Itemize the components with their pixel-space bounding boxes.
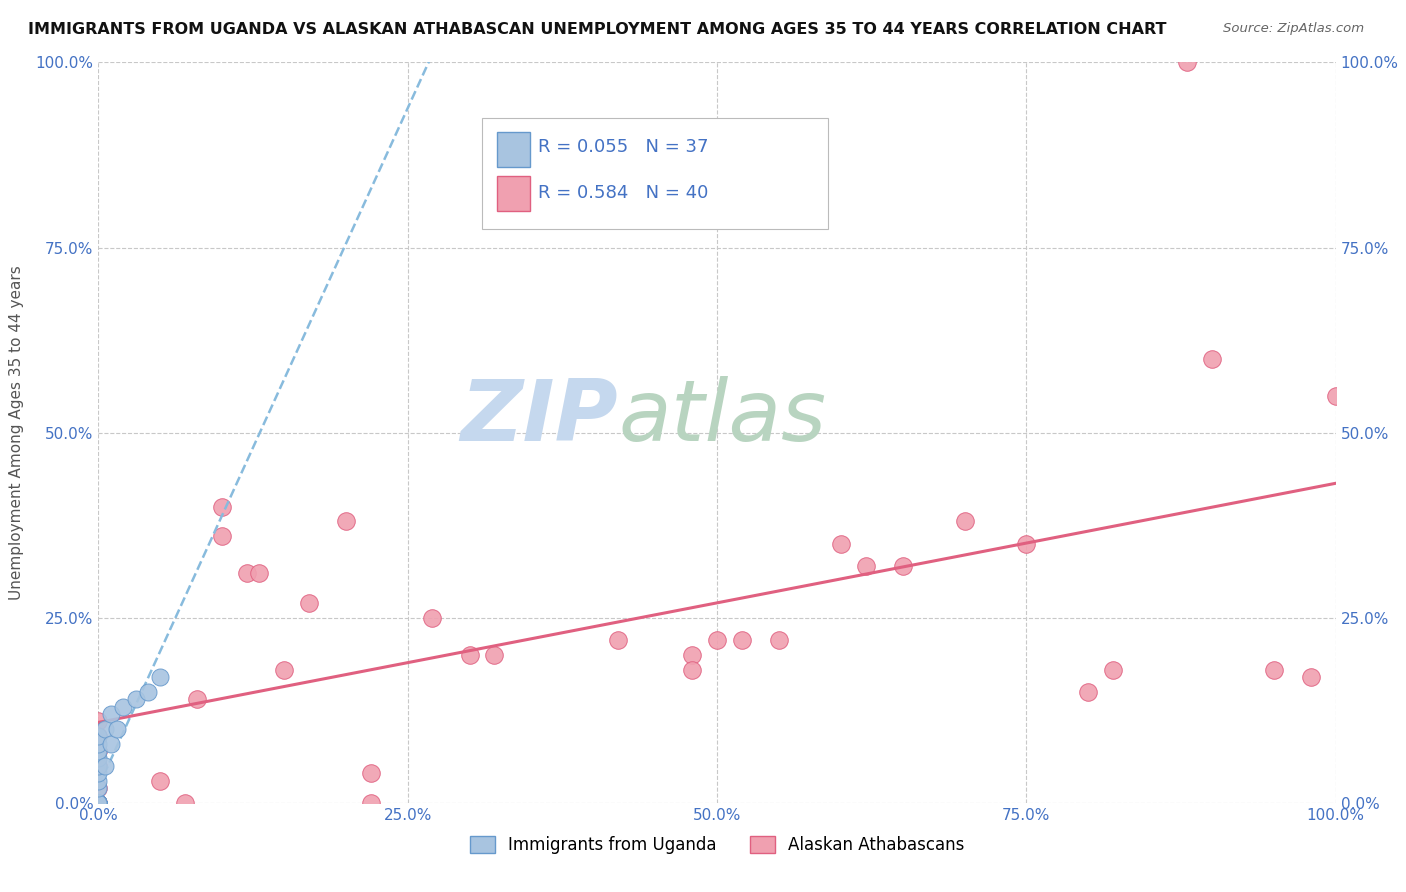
Point — [100, 737, 122, 751]
Point — [87, 796, 110, 810]
FancyBboxPatch shape — [496, 132, 530, 167]
Point — [360, 796, 382, 810]
Point — [87, 729, 110, 743]
Point — [87, 796, 110, 810]
Text: ZIP: ZIP — [460, 376, 619, 459]
Point — [87, 796, 110, 810]
Point — [87, 796, 110, 810]
Point — [87, 796, 110, 810]
Point — [247, 566, 270, 581]
Point — [87, 780, 110, 795]
Point — [136, 685, 159, 699]
Point — [149, 670, 172, 684]
Point — [93, 722, 115, 736]
Point — [211, 529, 233, 543]
Point — [186, 692, 208, 706]
Point — [273, 663, 295, 677]
Point — [458, 648, 481, 662]
Point — [87, 744, 110, 758]
FancyBboxPatch shape — [496, 177, 530, 211]
Point — [93, 758, 115, 772]
Point — [87, 729, 110, 743]
Point — [87, 758, 110, 772]
Point — [87, 796, 110, 810]
Point — [105, 722, 128, 736]
Point — [87, 751, 110, 765]
Point — [87, 796, 110, 810]
Point — [87, 780, 110, 795]
Point — [87, 796, 110, 810]
Point — [174, 796, 197, 810]
Point — [1299, 670, 1322, 684]
Point — [87, 796, 110, 810]
Point — [87, 796, 110, 810]
Point — [87, 773, 110, 788]
Point — [484, 648, 506, 662]
Point — [1324, 389, 1347, 403]
Point — [607, 632, 630, 647]
Point — [360, 766, 382, 780]
Point — [87, 714, 110, 729]
Point — [87, 796, 110, 810]
Point — [87, 796, 110, 810]
Point — [1201, 351, 1223, 366]
Text: atlas: atlas — [619, 376, 827, 459]
Point — [681, 648, 703, 662]
Point — [1175, 55, 1198, 70]
Point — [1015, 537, 1038, 551]
FancyBboxPatch shape — [482, 118, 828, 229]
Point — [298, 596, 321, 610]
Legend: Immigrants from Uganda, Alaskan Athabascans: Immigrants from Uganda, Alaskan Athabasc… — [463, 830, 972, 861]
Point — [100, 706, 122, 721]
Point — [149, 773, 172, 788]
Point — [87, 796, 110, 810]
Point — [87, 796, 110, 810]
Point — [1077, 685, 1099, 699]
Point — [87, 796, 110, 810]
Point — [768, 632, 790, 647]
Point — [87, 737, 110, 751]
Text: Source: ZipAtlas.com: Source: ZipAtlas.com — [1223, 22, 1364, 36]
Point — [87, 796, 110, 810]
Text: R = 0.584   N = 40: R = 0.584 N = 40 — [537, 184, 709, 202]
Point — [830, 537, 852, 551]
Point — [87, 796, 110, 810]
Text: R = 0.055   N = 37: R = 0.055 N = 37 — [537, 138, 709, 156]
Point — [87, 758, 110, 772]
Point — [953, 515, 976, 529]
Text: IMMIGRANTS FROM UGANDA VS ALASKAN ATHABASCAN UNEMPLOYMENT AMONG AGES 35 TO 44 YE: IMMIGRANTS FROM UGANDA VS ALASKAN ATHABA… — [28, 22, 1167, 37]
Point — [112, 699, 135, 714]
Point — [124, 692, 146, 706]
Point — [1263, 663, 1285, 677]
Point — [87, 796, 110, 810]
Point — [211, 500, 233, 514]
Point — [87, 796, 110, 810]
Point — [87, 796, 110, 810]
Point — [855, 558, 877, 573]
Point — [681, 663, 703, 677]
Point — [1102, 663, 1125, 677]
Point — [731, 632, 754, 647]
Point — [87, 796, 110, 810]
Point — [87, 744, 110, 758]
Point — [236, 566, 259, 581]
Y-axis label: Unemployment Among Ages 35 to 44 years: Unemployment Among Ages 35 to 44 years — [10, 265, 24, 600]
Point — [422, 611, 444, 625]
Point — [87, 766, 110, 780]
Point — [335, 515, 357, 529]
Point — [891, 558, 914, 573]
Point — [706, 632, 728, 647]
Point — [87, 796, 110, 810]
